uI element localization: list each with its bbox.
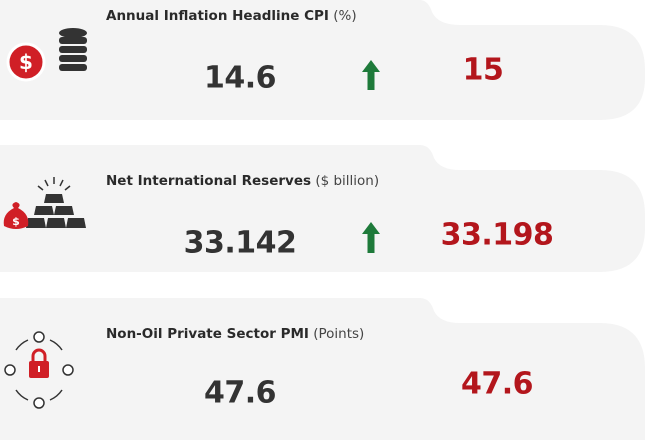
card-background xyxy=(0,145,645,272)
indicator-name: Net International Reserves xyxy=(106,173,312,189)
svg-text:$: $ xyxy=(19,50,33,74)
indicator-name: Non-Oil Private Sector PMI xyxy=(106,326,309,342)
previous-value: 14.6 xyxy=(203,60,277,96)
card-background xyxy=(0,298,645,440)
card-title: Annual Inflation Headline CPI (%) xyxy=(106,8,357,24)
current-value: 47.6 xyxy=(460,366,534,402)
current-value: 15 xyxy=(462,52,504,88)
previous-value: 47.6 xyxy=(203,375,277,411)
indicator-name: Annual Inflation Headline CPI xyxy=(106,8,329,24)
unit: (%) xyxy=(333,8,357,24)
up-arrow xyxy=(362,60,380,90)
card-title: Net International Reserves ($ billion) xyxy=(106,173,379,189)
up-arrow xyxy=(362,222,380,253)
card-title: Non-Oil Private Sector PMI (Points) xyxy=(106,326,364,342)
coins-icon: $ xyxy=(6,28,87,82)
previous-value: 33.142 xyxy=(183,225,297,261)
card-background xyxy=(0,0,645,120)
current-value: 33.198 xyxy=(440,217,554,253)
reserves-icon xyxy=(37,177,71,191)
unit: ($ billion) xyxy=(315,173,380,189)
gold-bars xyxy=(3,194,86,229)
unit: (Points) xyxy=(313,326,365,342)
lock-icon xyxy=(4,331,74,409)
bag-symbol: $ xyxy=(12,215,20,228)
